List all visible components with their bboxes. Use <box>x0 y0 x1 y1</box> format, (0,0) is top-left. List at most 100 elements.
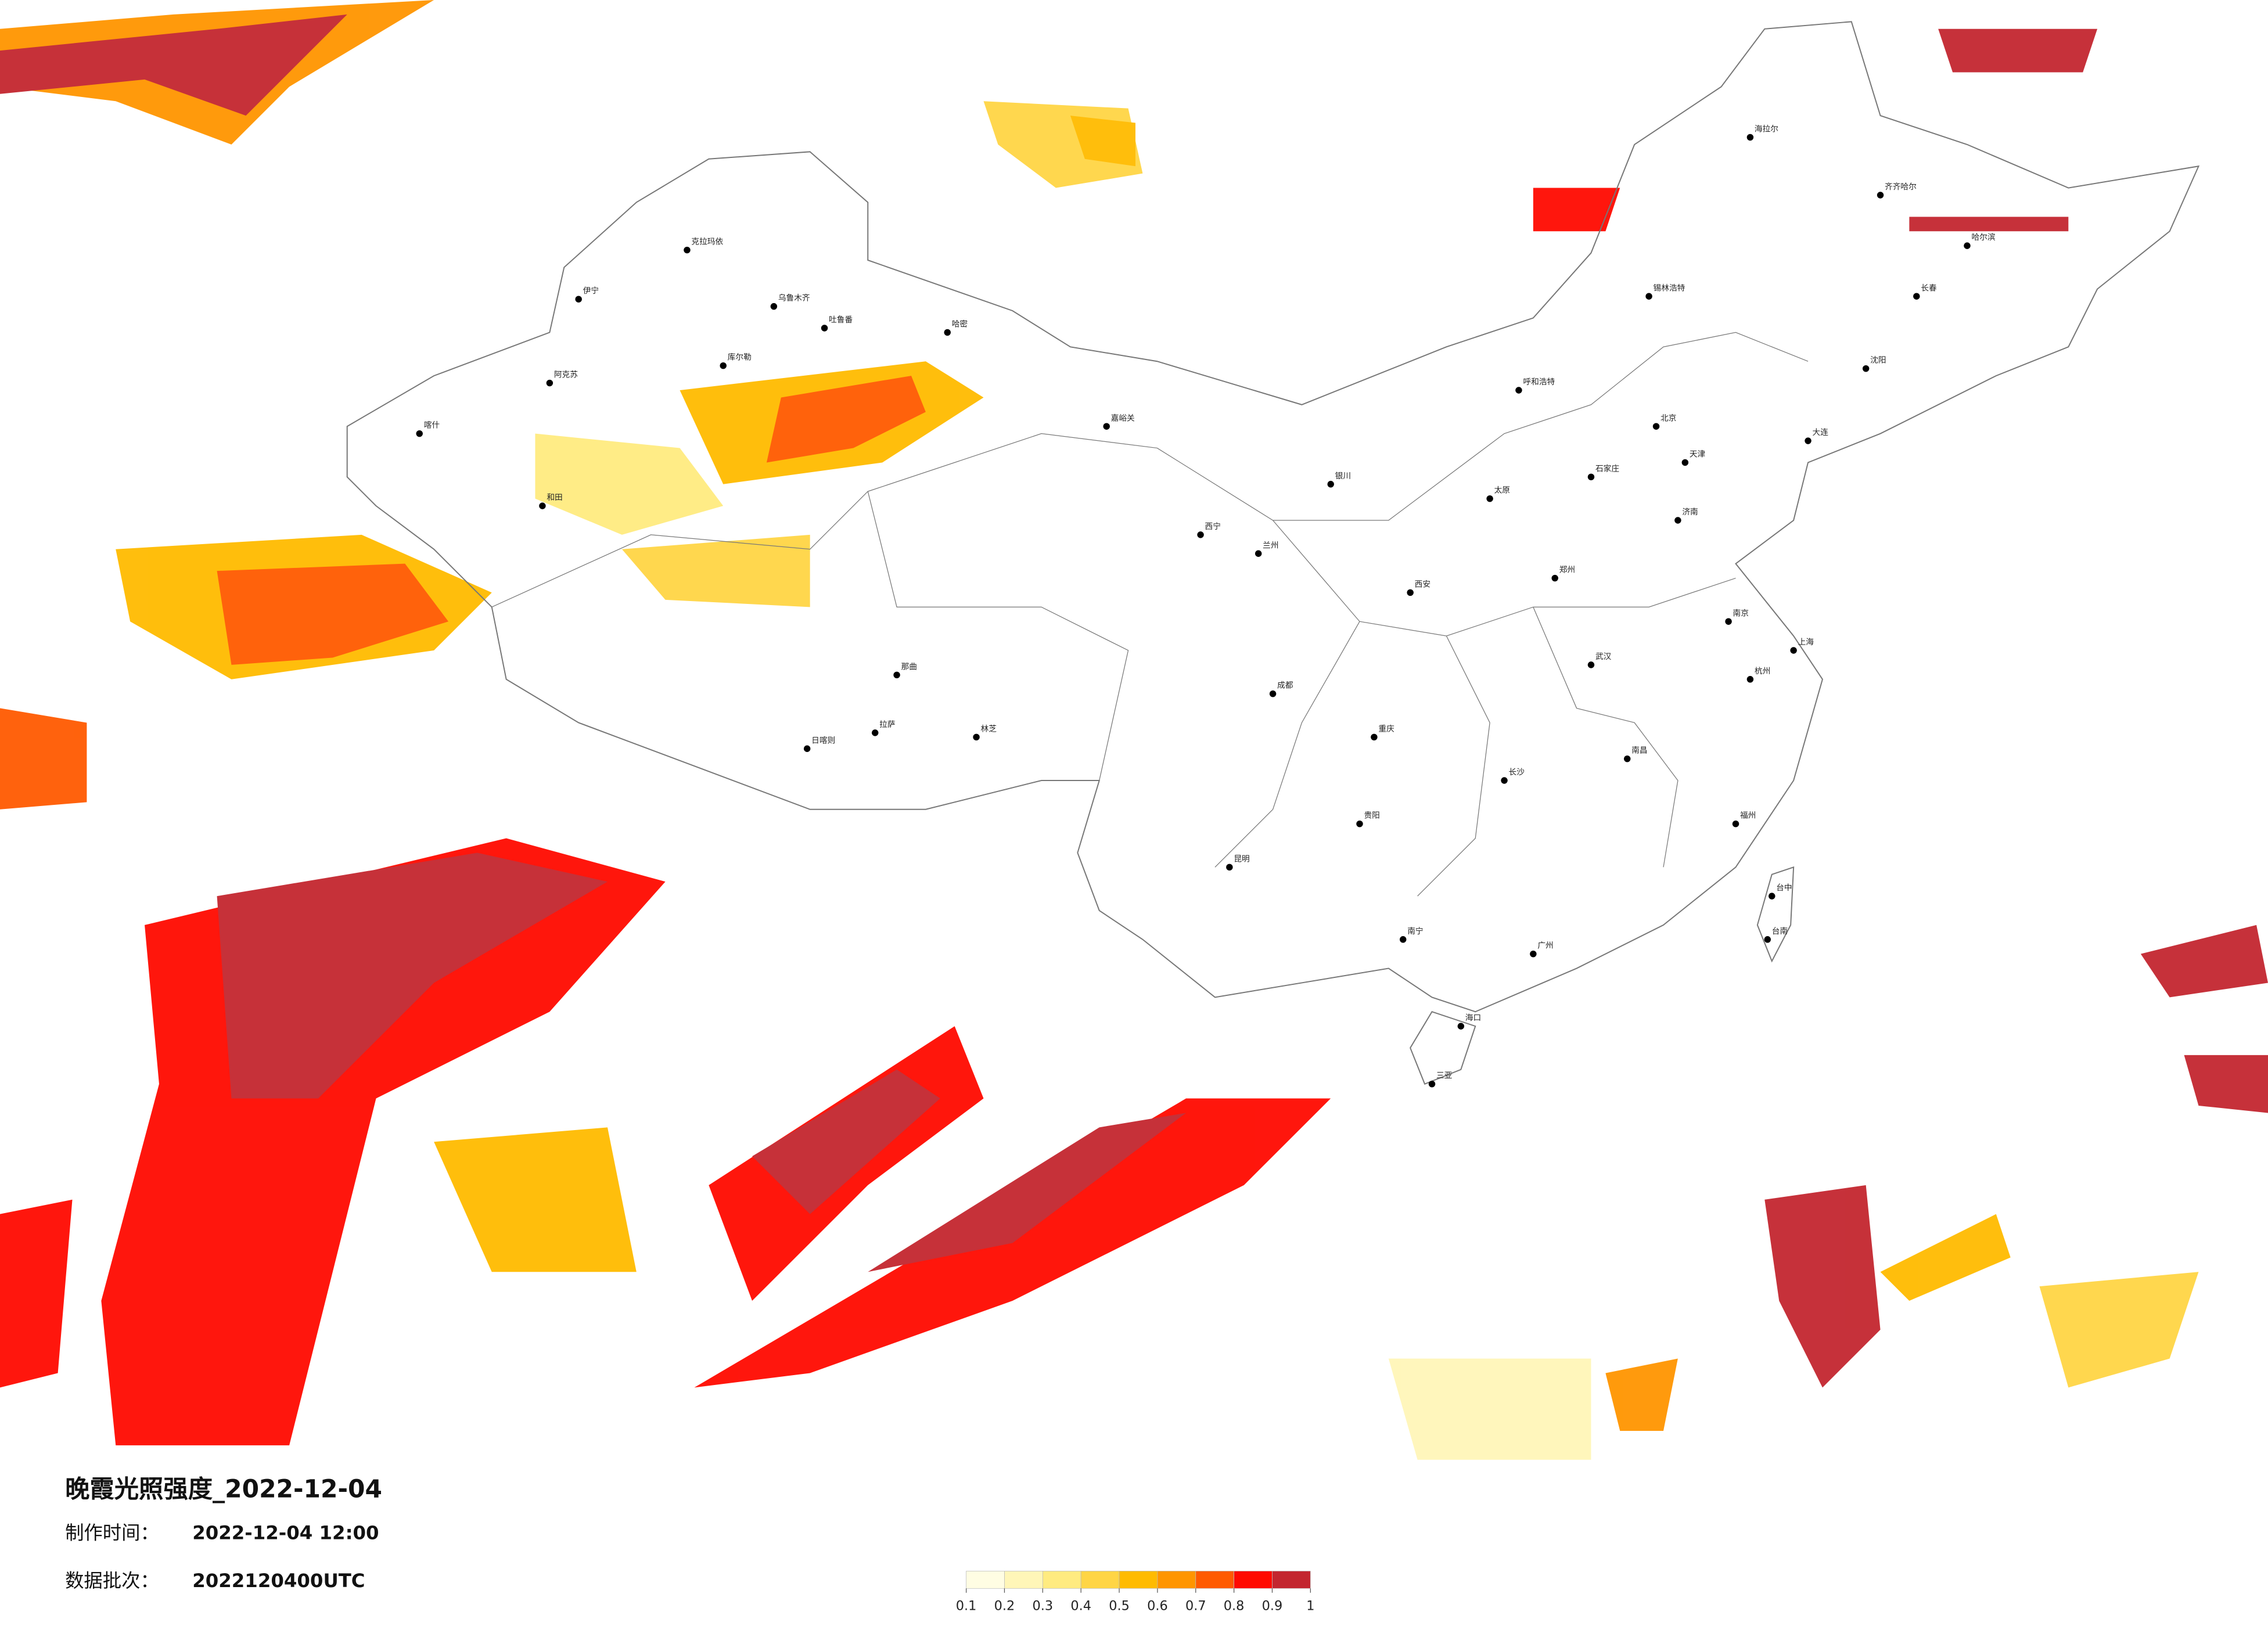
city-dot <box>1356 820 1363 828</box>
city-label: 西安 <box>1415 580 1430 589</box>
city-dot <box>1428 1080 1436 1088</box>
city-dot <box>1501 777 1508 784</box>
production-time-value: 2022-12-04 12:00 <box>192 1522 379 1544</box>
city-label: 哈尔滨 <box>1971 233 1995 242</box>
city-label: 拉萨 <box>879 720 895 729</box>
boundaries <box>346 21 2200 1085</box>
city-dot <box>1551 574 1558 582</box>
city-dot <box>1226 864 1233 871</box>
city-label: 齐齐哈尔 <box>1885 182 1917 192</box>
city-dot <box>944 329 951 336</box>
city-dot <box>1457 1023 1465 1030</box>
city-label: 上海 <box>1798 638 1814 647</box>
city-label: 昆明 <box>1234 854 1249 864</box>
city-dot <box>1964 242 1971 249</box>
production-time-label: 制作时间： <box>65 1522 159 1544</box>
city-dot <box>1764 936 1771 943</box>
legend-swatch <box>1042 1571 1081 1589</box>
city-label: 库尔勒 <box>728 353 752 362</box>
city-dot <box>1681 459 1689 466</box>
city-label: 乌鲁木齐 <box>778 294 810 303</box>
city-label: 福州 <box>1740 811 1756 821</box>
city-dot <box>1371 733 1378 741</box>
city-label: 长沙 <box>1509 768 1525 777</box>
city-label: 三亚 <box>1436 1071 1453 1081</box>
city-label: 长春 <box>1921 283 1937 293</box>
city-dot <box>871 729 879 736</box>
legend-tick-label: 0.1 <box>956 1599 977 1614</box>
city-label: 武汉 <box>1595 652 1612 661</box>
city-dot <box>1587 473 1595 481</box>
city-label: 南宁 <box>1407 926 1423 936</box>
city-dot <box>1862 365 1870 372</box>
legend-tick-label: 0.8 <box>1224 1599 1245 1614</box>
legend: 0.1 0.2 0.3 0.4 0.5 0.6 0.7 0.8 0.9 1 <box>956 1571 1314 1614</box>
city-dot <box>1725 618 1732 625</box>
city-label: 伊宁 <box>583 286 599 296</box>
legend-tick-label: 0.3 <box>1033 1599 1054 1614</box>
city-dot <box>1407 589 1414 596</box>
city-dot <box>1587 661 1595 668</box>
legend-tick-label: 0.7 <box>1185 1599 1206 1614</box>
city-label: 重庆 <box>1378 724 1394 733</box>
city-label: 海拉尔 <box>1755 124 1778 134</box>
city-dot <box>1530 950 1537 958</box>
city-label: 喀什 <box>424 421 440 430</box>
city-label: 那曲 <box>901 662 917 671</box>
city-dot <box>1645 293 1652 300</box>
city-label: 沈阳 <box>1870 356 1886 365</box>
city-dot <box>1624 755 1631 762</box>
city-label: 广州 <box>1537 941 1553 951</box>
city-dot <box>1732 820 1739 828</box>
legend-swatch <box>1004 1571 1043 1589</box>
city-dot <box>1746 134 1754 141</box>
city-dot <box>893 671 900 679</box>
legend-tick-label: 1 <box>1306 1599 1314 1614</box>
legend-swatch <box>1272 1571 1311 1589</box>
city-dot <box>1769 893 1775 900</box>
city-label: 海口 <box>1465 1013 1481 1023</box>
city-label: 哈密 <box>952 319 968 329</box>
legend-tick-label: 0.9 <box>1262 1599 1283 1614</box>
city-dot <box>1197 531 1204 538</box>
legend-swatch <box>1080 1571 1120 1589</box>
city-dot <box>1913 293 1920 300</box>
city-dot <box>1877 192 1884 199</box>
city-dot <box>416 430 423 437</box>
legend-swatch <box>966 1571 1005 1589</box>
city-label: 台南 <box>1772 927 1788 936</box>
city-dot <box>575 296 582 303</box>
city-label: 成都 <box>1277 681 1293 690</box>
city-label: 兰州 <box>1263 541 1278 550</box>
city-label: 呼和浩特 <box>1523 377 1555 387</box>
city-dot <box>546 379 553 387</box>
heat-layer <box>0 0 2268 1460</box>
city-dot <box>770 303 778 310</box>
city-dot <box>1269 690 1277 697</box>
city-label: 太原 <box>1494 486 1510 495</box>
city-label: 石家庄 <box>1595 463 1619 473</box>
city-label: 天津 <box>1690 449 1706 459</box>
legend-swatch <box>1119 1571 1158 1589</box>
title: 晚霞光照强度_2022-12-04 <box>65 1475 382 1503</box>
city-label: 贵阳 <box>1364 811 1379 821</box>
city-dot <box>1674 517 1681 524</box>
city-label: 济南 <box>1682 508 1698 517</box>
city-dot <box>973 733 980 741</box>
batch-label: 数据批次： <box>65 1570 159 1592</box>
legend-swatch <box>1195 1571 1234 1589</box>
city-dot <box>720 362 727 369</box>
city-label: 台中 <box>1776 883 1792 893</box>
city-label: 北京 <box>1660 413 1676 423</box>
city-label: 银川 <box>1335 472 1351 481</box>
legend-tick-label: 0.6 <box>1147 1599 1168 1614</box>
city-label: 克拉玛依 <box>691 238 723 247</box>
legend-swatch <box>1234 1571 1273 1589</box>
batch-value: 2022120400UTC <box>192 1570 365 1592</box>
city-label: 南京 <box>1733 609 1749 618</box>
city-dot <box>1399 936 1407 943</box>
city-label: 西宁 <box>1205 521 1221 531</box>
city-dot <box>539 502 546 509</box>
